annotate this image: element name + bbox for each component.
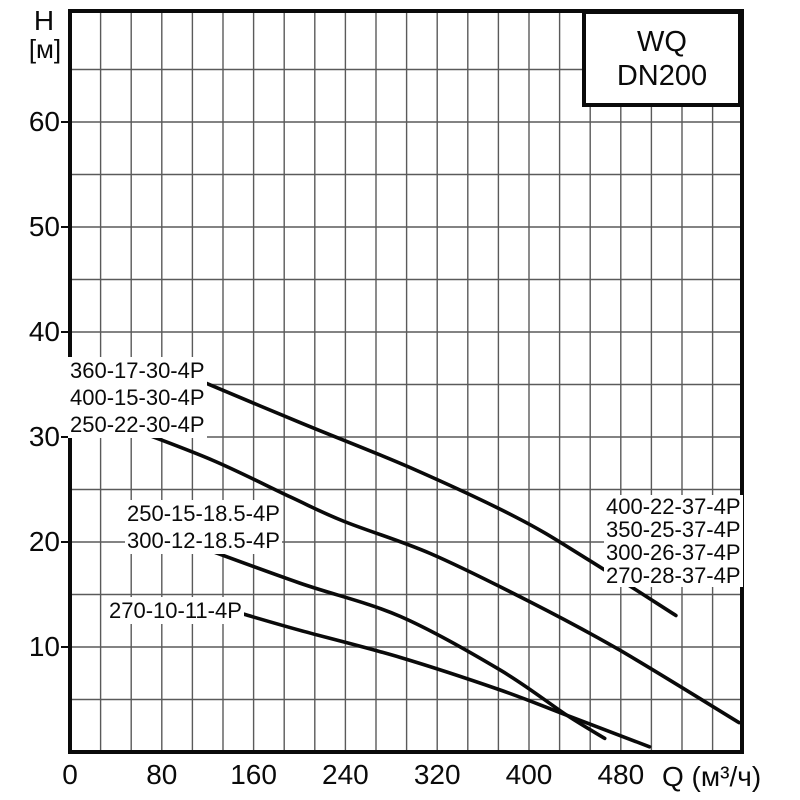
x-tick-label-400: 400 bbox=[505, 759, 553, 790]
pump-curve-3 bbox=[235, 610, 652, 749]
curve-label: 400-15-30-4P bbox=[68, 384, 207, 411]
x-tick-label-480: 480 bbox=[597, 759, 645, 790]
y-tick-label-50: 50 bbox=[28, 211, 60, 242]
curve-label: 250-22-30-4P bbox=[68, 411, 207, 438]
y-tick-label-40: 40 bbox=[28, 316, 60, 347]
pump-curve-1 bbox=[126, 425, 741, 725]
x-tick-label-160: 160 bbox=[230, 759, 277, 790]
y-tick-label-10: 10 bbox=[28, 631, 60, 662]
curve-label-group-11kw: 270-10-11-4P bbox=[107, 597, 244, 624]
curve-label: 360-17-30-4P bbox=[68, 357, 207, 384]
x-axis-unit-label: Q (м³/ч) bbox=[662, 761, 762, 792]
curve-label: 350-25-37-4P bbox=[604, 517, 743, 542]
x-tick-label-80: 80 bbox=[146, 759, 178, 790]
y-tick-label-30: 30 bbox=[28, 421, 60, 452]
curve-label: 300-12-18.5-4P bbox=[125, 527, 282, 554]
curve-label-group-185kw: 250-15-18.5-4P 300-12-18.5-4P bbox=[125, 500, 282, 554]
title-box-size: DN200 bbox=[616, 59, 708, 92]
curve-label-group-30kw: 360-17-30-4P 400-15-30-4P 250-22-30-4P bbox=[68, 357, 207, 438]
curve-label: 270-10-11-4P bbox=[107, 597, 244, 624]
y-tick-label-20: 20 bbox=[28, 526, 60, 557]
x-tick-label-240: 240 bbox=[322, 759, 369, 790]
curve-label-group-37kw: 400-22-37-4P 350-25-37-4P 300-26-37-4P 270-… bbox=[604, 495, 743, 587]
pump-curve-0 bbox=[189, 375, 678, 618]
x-tick-label-0: 0 bbox=[62, 759, 78, 790]
y-tick-label-60: 60 bbox=[28, 106, 60, 137]
curve-label: 250-15-18.5-4P bbox=[125, 500, 282, 527]
curve-label: 300-26-37-4P bbox=[604, 540, 743, 565]
y-axis-unit: [м] bbox=[28, 34, 62, 64]
x-tick-label-320: 320 bbox=[413, 759, 461, 790]
title-box-series: WQ bbox=[637, 25, 687, 58]
curve-label: 270-28-37-4P bbox=[604, 563, 743, 588]
title-box: WQ DN200 bbox=[582, 10, 742, 107]
y-axis-symbol: H bbox=[33, 5, 55, 36]
curve-label: 400-22-37-4P bbox=[604, 494, 743, 519]
